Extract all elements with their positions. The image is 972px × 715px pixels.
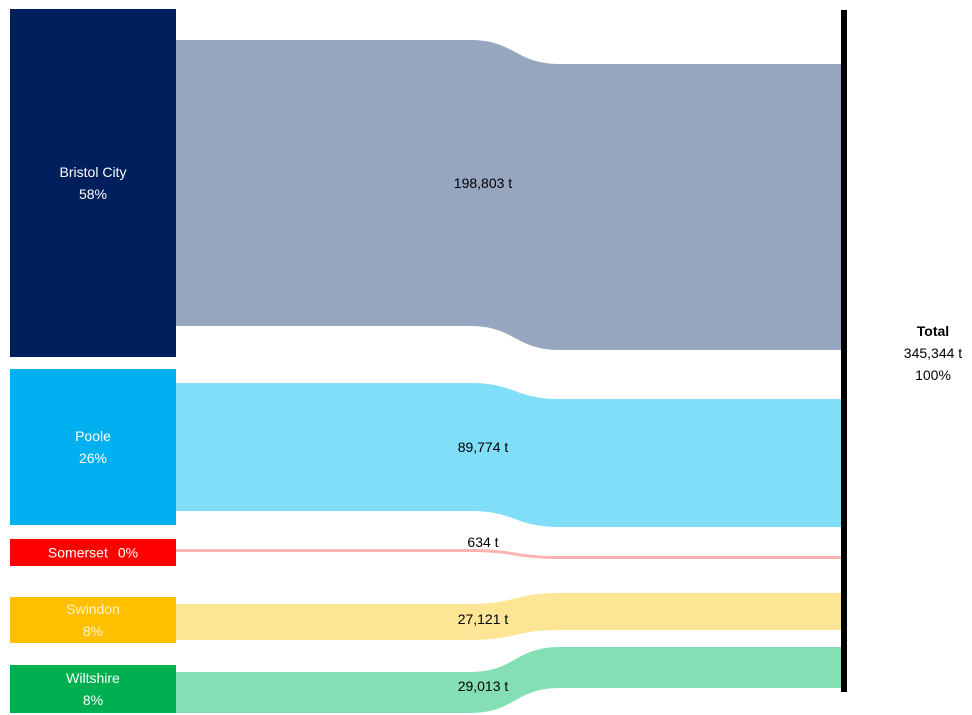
node-percent-label-wiltshire: 8% bbox=[83, 692, 103, 708]
node-poole bbox=[10, 369, 176, 525]
node-percent-label-somerset: 0% bbox=[118, 545, 138, 561]
total-label: Total 345,344 t 100% bbox=[904, 323, 962, 383]
node-swindon bbox=[10, 597, 176, 643]
node-percent-label-poole: 26% bbox=[79, 450, 107, 466]
node-somerset bbox=[10, 539, 176, 566]
flow-value-label-bristol-city: 198,803 t bbox=[454, 175, 512, 191]
flows-layer bbox=[176, 40, 841, 713]
node-name-label-bristol-city: Bristol City bbox=[60, 164, 127, 180]
node-name-label-wiltshire: Wiltshire bbox=[66, 670, 120, 686]
node-name-label-poole: Poole bbox=[75, 428, 111, 444]
node-label-somerset: Somerset 0% bbox=[48, 545, 138, 561]
node-labels-layer: Bristol City 58% Poole 26% Somerset 0% Swindon… bbox=[48, 164, 138, 708]
node-name-label-somerset: Somerset bbox=[48, 545, 108, 561]
total-target-bar bbox=[841, 10, 847, 692]
node-percent-label-swindon: 8% bbox=[83, 623, 103, 639]
flow-value-label-swindon: 27,121 t bbox=[458, 611, 509, 627]
node-wiltshire bbox=[10, 665, 176, 713]
flow-poole bbox=[176, 383, 841, 527]
flow-bristol-city bbox=[176, 40, 841, 350]
node-bristol-city bbox=[10, 9, 176, 357]
flow-labels-layer: 198,803 t 89,774 t 634 t 27,121 t 29,013 t bbox=[454, 175, 512, 694]
node-name-label-swindon: Swindon bbox=[66, 601, 120, 617]
node-percent-label-bristol-city: 58% bbox=[79, 186, 107, 202]
flow-value-label-somerset: 634 t bbox=[467, 534, 498, 550]
total-name-label: Total bbox=[917, 323, 949, 339]
flow-swindon bbox=[176, 593, 841, 640]
flow-somerset bbox=[176, 549, 841, 559]
flow-value-label-poole: 89,774 t bbox=[458, 439, 509, 455]
total-percent-label: 100% bbox=[915, 367, 951, 383]
flow-value-label-wiltshire: 29,013 t bbox=[458, 678, 509, 694]
flow-wiltshire bbox=[176, 647, 841, 713]
source-nodes-layer bbox=[10, 9, 176, 713]
total-value-label: 345,344 t bbox=[904, 345, 962, 361]
